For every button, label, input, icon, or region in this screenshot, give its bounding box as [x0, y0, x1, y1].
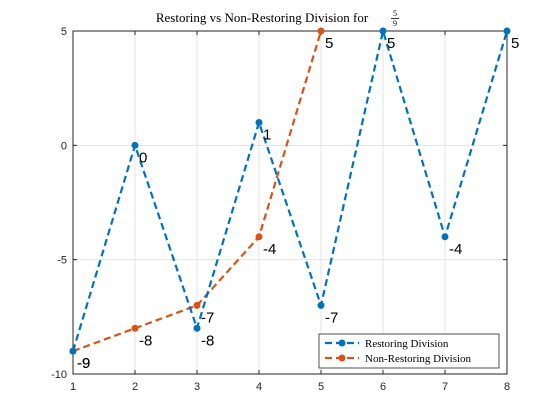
- series-non-restoring-division-data-label: -8: [139, 332, 152, 349]
- x-tick-label: 1: [70, 381, 76, 393]
- series-non-restoring-division-point: [317, 27, 325, 35]
- series-restoring-division-line: [71, 26, 509, 352]
- x-tick-label: 3: [194, 381, 200, 393]
- legend-label: Non-Restoring Division: [365, 353, 472, 365]
- chart-title: Restoring vs Non-Restoring Division for: [156, 10, 369, 25]
- series-non-restoring-division-point: [131, 324, 139, 332]
- y-tick-label: 0: [61, 140, 67, 152]
- series-non-restoring-division-data-label: -9: [77, 355, 90, 372]
- x-tick-label: 5: [318, 381, 324, 393]
- x-tick-label: 8: [504, 381, 510, 393]
- series-restoring-division-point: [131, 141, 139, 149]
- series-restoring-division-data-label: -9: [77, 355, 90, 372]
- y-tick-label: 5: [61, 26, 67, 38]
- legend-marker: [338, 339, 346, 347]
- series-restoring-division-data-label: -7: [325, 309, 338, 326]
- series-restoring-division-point: [379, 27, 387, 35]
- series-restoring-division-data-label: 0: [139, 149, 147, 166]
- title-fraction: 5 9: [391, 9, 399, 28]
- series-non-restoring-division-data-label: -4: [263, 241, 276, 258]
- series-non-restoring-division-data-label: -7: [201, 309, 214, 326]
- grid: [73, 31, 507, 374]
- legend: Restoring Division Non-Restoring Division: [318, 333, 500, 369]
- series-restoring-division-data-label: -8: [201, 332, 214, 349]
- x-tick-label: 6: [380, 381, 386, 393]
- series-restoring-division-point: [69, 347, 77, 355]
- x-tick-label: 2: [132, 381, 138, 393]
- series-restoring-division-data-label: 5: [387, 35, 395, 52]
- plot-frame: [72, 30, 508, 375]
- series-restoring-division-data-label: 5: [511, 35, 519, 52]
- series-restoring-division-data-label: -4: [449, 241, 462, 258]
- legend-box: [318, 333, 500, 369]
- series-restoring-division-point: [255, 118, 263, 126]
- series-restoring-division-point: [317, 301, 325, 309]
- y-tick-label: -5: [57, 255, 67, 267]
- legend-label: Restoring Division: [365, 338, 449, 350]
- series-restoring-division-point: [193, 324, 201, 332]
- title-fraction-numerator: 5: [393, 9, 397, 18]
- y-tick-label: -10: [51, 369, 67, 381]
- legend-marker: [338, 354, 346, 362]
- series-restoring-division-point: [441, 233, 449, 241]
- x-tick-label: 4: [256, 381, 262, 393]
- series-restoring-division-point: [503, 27, 511, 35]
- series-layer: [69, 26, 511, 355]
- series-restoring-division-data-label: 1: [263, 126, 271, 143]
- axes: 1 2 3 4 5 6 7 8 -10 -5 0 5: [51, 26, 510, 393]
- series-non-restoring-division-point: [255, 233, 263, 241]
- title-fraction-denominator: 9: [393, 19, 397, 28]
- series-non-restoring-division-point: [193, 301, 201, 309]
- data-labels: -90-81-75-45-9-8-7-45: [77, 35, 519, 372]
- series-non-restoring-division-data-label: 5: [325, 35, 333, 52]
- x-tick-label: 7: [442, 381, 448, 393]
